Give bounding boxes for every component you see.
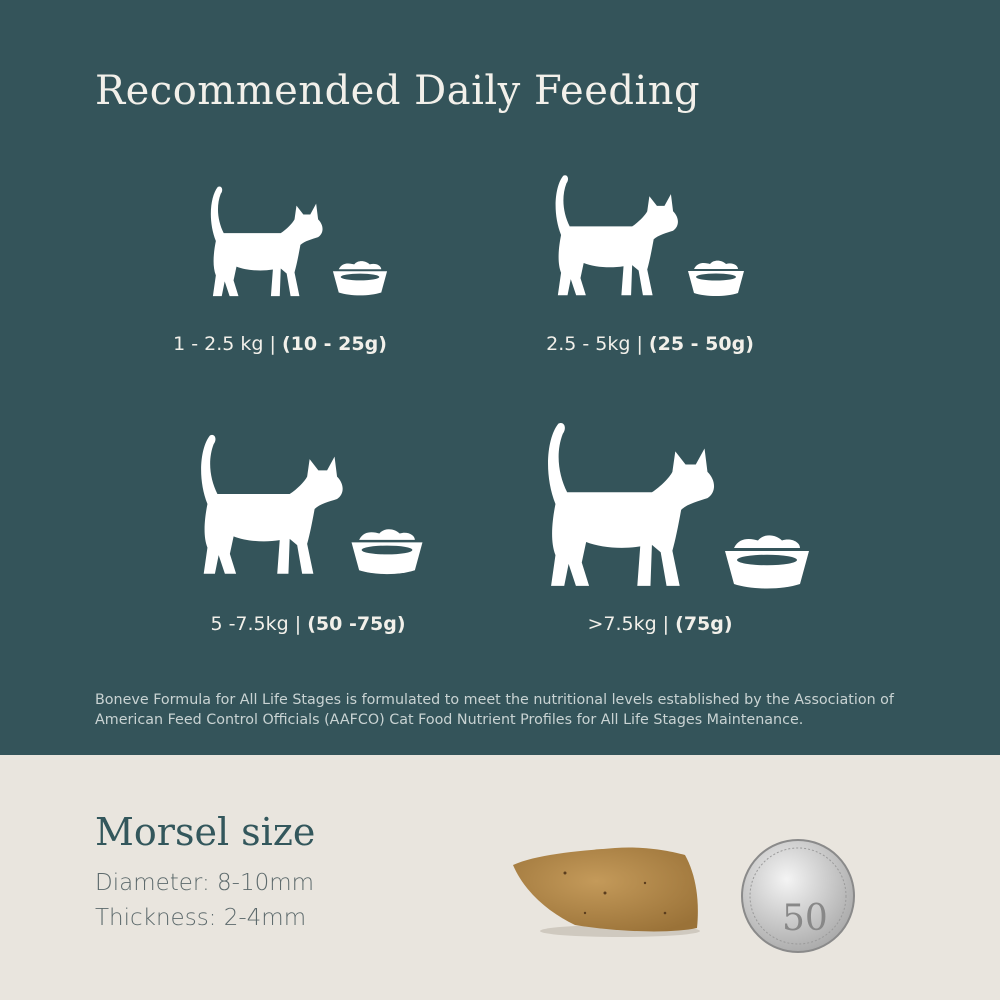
cat-xlarge-icon [535,415,725,593]
morsel-panel: Morsel size Diameter: 8-10mm Thickness: … [0,755,1000,1000]
feeding-label-3: 5 -7.5kg | (50 -75g) [210,613,406,635]
food-bowl-icon [722,530,812,590]
feeding-label-1: 1 - 2.5 kg | (10 - 25g) [173,333,387,355]
kibble-image [513,847,700,937]
feeding-panel: Recommended Daily Feeding 1 - 2.5 kg | (… [0,0,1000,755]
food-bowl-icon [349,524,425,576]
coin-value: 50 [782,898,828,939]
feeding-label-4: >7.5kg | (75g) [587,613,733,635]
morsel-thickness: Thickness: 2-4mm [95,905,307,931]
feeding-title: Recommended Daily Feeding [95,68,701,114]
morsel-diameter: Diameter: 8-10mm [95,870,315,896]
morsel-title: Morsel size [95,810,316,854]
coin-image: 50 [741,839,855,953]
food-bowl-icon [331,256,389,298]
food-bowl-icon [686,255,746,299]
feeding-label-2: 2.5 - 5kg | (25 - 50g) [546,333,754,355]
cat-medium-icon [546,170,686,300]
cat-small-icon [202,182,330,300]
aafco-note: Boneve Formula for All Life Stages is fo… [95,692,894,728]
cat-large-icon [190,428,352,580]
